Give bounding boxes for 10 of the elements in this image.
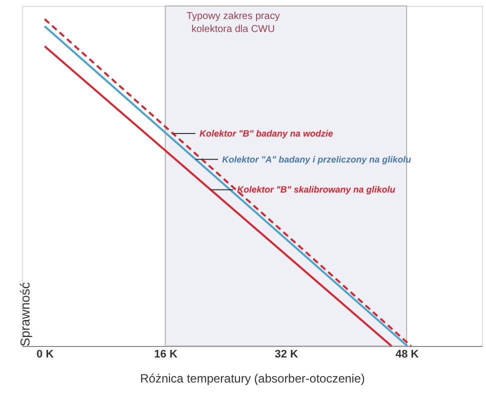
- annotation: Kolektor "A" badany i przeliczony na glikolu: [222, 154, 412, 164]
- band-label: Typowy zakres pracy kolektora dla CWU: [186, 10, 280, 35]
- annotation: Kolektor "B" skalibrowany na glikolu: [237, 184, 396, 195]
- x-axis-title: Różnica temperatury (absorber-otoczenie): [140, 372, 365, 386]
- x-tick-label: 32 K: [274, 348, 298, 360]
- x-tick-label: 48 K: [395, 348, 419, 360]
- y-axis-title: Sprawność: [18, 282, 32, 346]
- x-tick-label: 16 K: [154, 348, 178, 360]
- annotation: Kolektor "B" badany na wodzie: [199, 128, 334, 138]
- x-tick-label: 0 K: [36, 348, 54, 360]
